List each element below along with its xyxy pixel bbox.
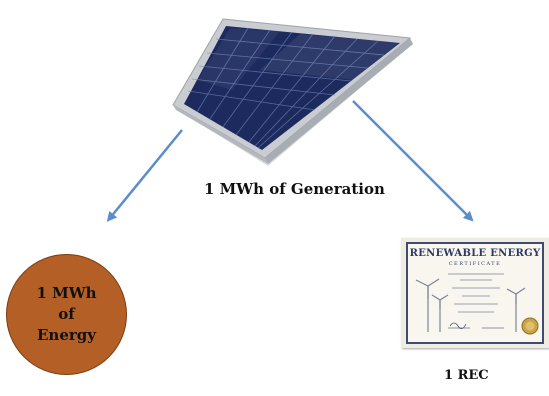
arrow-to-energy xyxy=(106,129,183,222)
arrow-to-rec xyxy=(352,100,474,222)
certificate-artwork xyxy=(415,273,539,335)
certificate-title: RENEWABLE ENERGY xyxy=(409,248,541,259)
rec-label: 1 REC xyxy=(444,368,489,383)
wind-turbine-icon xyxy=(415,278,526,332)
energy-circle: 1 MWh of Energy xyxy=(6,254,127,375)
certificate-subtitle: CERTIFICATE xyxy=(448,261,502,267)
seal-icon xyxy=(521,317,539,335)
energy-label: 1 MWh of Energy xyxy=(36,284,97,344)
certificate-icon: RENEWABLE ENERGY CERTIFICATE xyxy=(401,238,549,348)
generation-label: 1 MWh of Generation xyxy=(204,180,385,198)
certificate-frame: RENEWABLE ENERGY CERTIFICATE xyxy=(406,242,544,344)
